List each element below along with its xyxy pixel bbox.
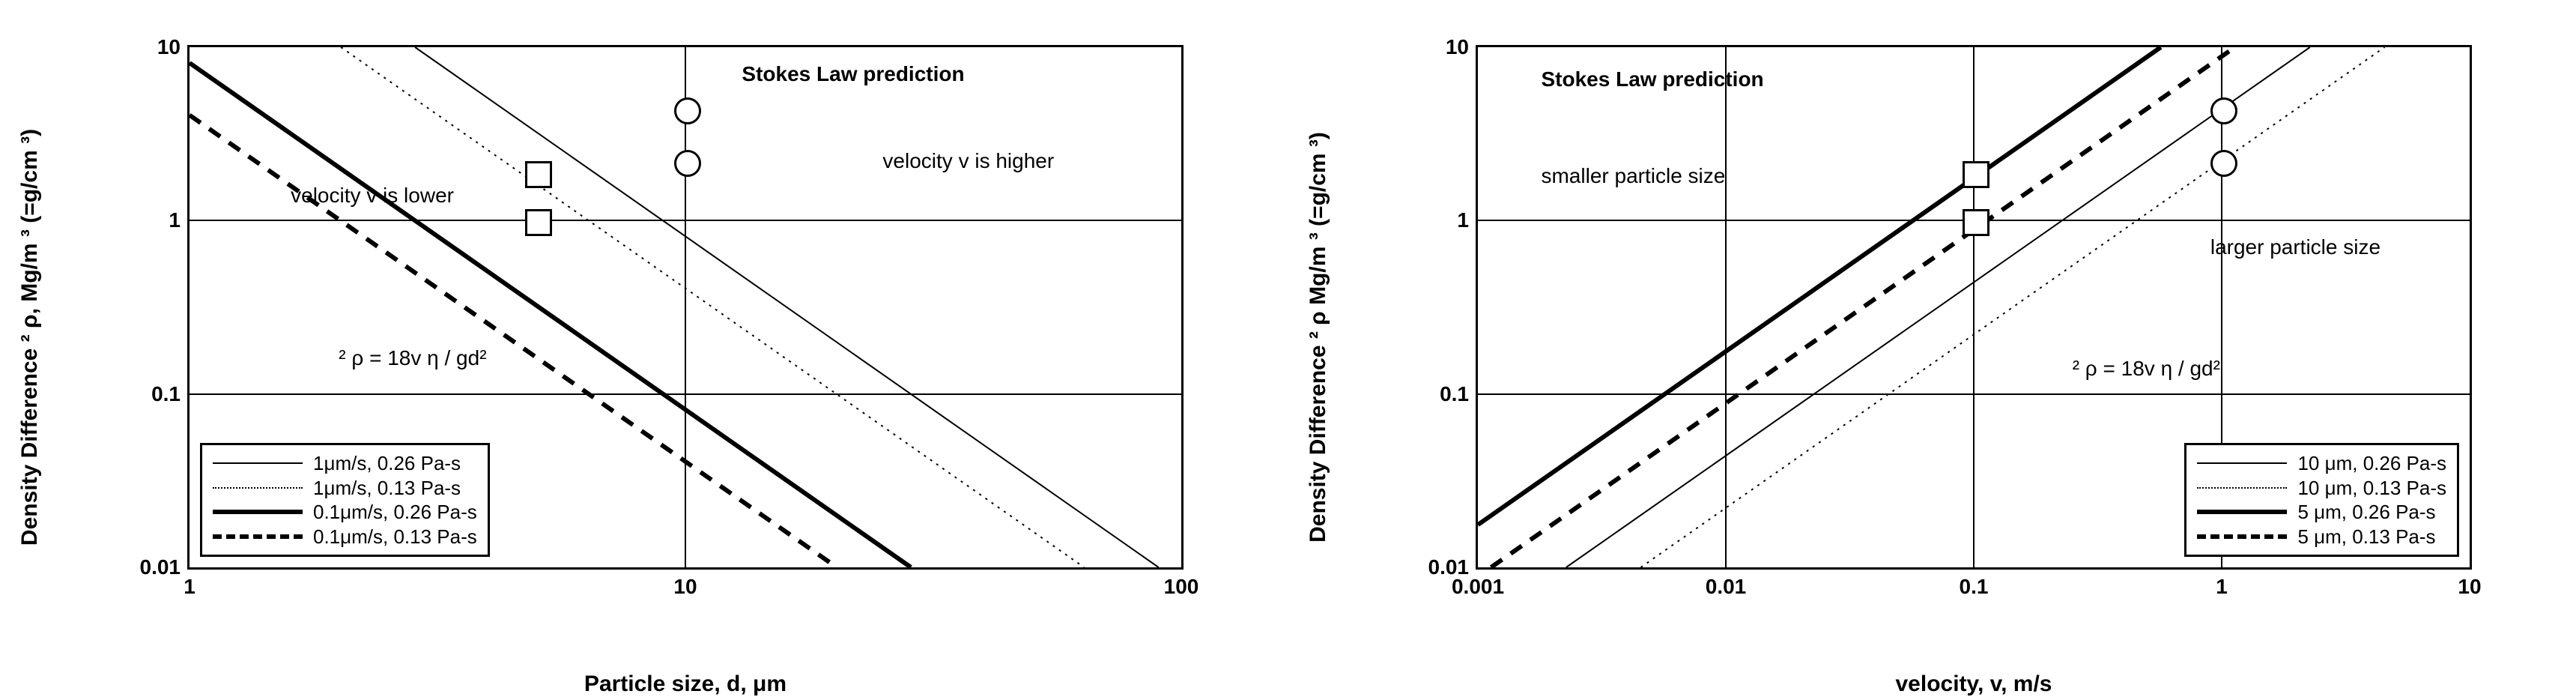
y-tick-label: 0.01: [1428, 555, 1470, 579]
marker-square: [1963, 161, 1989, 188]
chart-annotation: velocity v is lower: [291, 184, 454, 208]
legend-item: 1μm/s, 0.26 Pa-s: [213, 451, 477, 476]
x-axis-label: Particle size, d, μm: [584, 672, 787, 697]
chart-left-panel: Density Difference ² ρ, Mg/m ³ (=g/cm ³)…: [60, 30, 1228, 645]
marker-square: [1963, 209, 1989, 236]
legend-item: 0.1μm/s, 0.26 Pa-s: [213, 500, 477, 525]
legend-label: 10 μm, 0.26 Pa-s: [2297, 451, 2446, 476]
chart-annotation: larger particle size: [2210, 235, 2380, 259]
series-line: [1478, 47, 2161, 525]
legend-label: 1μm/s, 0.13 Pa-s: [313, 476, 461, 501]
legend-item: 5 μm, 0.26 Pa-s: [2197, 500, 2446, 525]
chart-right-panel: Density Difference ² ρ Mg/m ³ (=g/cm ³) …: [1348, 30, 2517, 645]
legend-item: 1μm/s, 0.13 Pa-s: [213, 476, 477, 501]
plot-area-right: 0.0010.010.11100.010.1110Stokes Law pred…: [1476, 45, 2472, 570]
legend-label: 5 μm, 0.26 Pa-s: [2297, 500, 2435, 525]
legend-label: 10 μm, 0.13 Pa-s: [2297, 476, 2446, 501]
chart-annotation: Stokes Law prediction: [1541, 67, 1763, 91]
y-tick-label: 10: [1446, 35, 1469, 59]
marker-circle: [674, 150, 701, 177]
y-tick-label: 10: [157, 35, 181, 59]
grid-vertical: [1973, 47, 1975, 567]
x-tick-label: 10: [2458, 575, 2481, 599]
chart-annotation: smaller particle size: [1541, 164, 1725, 188]
legend-item: 10 μm, 0.26 Pa-s: [2197, 451, 2446, 476]
legend-swatch: [2197, 462, 2287, 464]
y-tick-label: 0.01: [140, 555, 181, 579]
x-tick-label: 1: [2216, 575, 2228, 599]
legend-item: 0.1μm/s, 0.13 Pa-s: [213, 525, 477, 549]
chart-annotation: Stokes Law prediction: [742, 62, 964, 86]
legend-swatch: [213, 510, 303, 514]
legend-swatch: [213, 462, 303, 464]
series-line: [1491, 47, 2235, 567]
x-axis-label: velocity, v, m/s: [1896, 672, 2052, 697]
y-axis-label: Density Difference ² ρ, Mg/m ³ (=g/cm ³): [17, 129, 43, 546]
legend-item: 5 μm, 0.13 Pa-s: [2197, 525, 2446, 549]
legend-swatch: [213, 487, 303, 489]
plot-area-left: 1101000.010.1110Stokes Law predictionvel…: [187, 45, 1184, 570]
legend-swatch: [2197, 510, 2287, 514]
legend-swatch: [213, 534, 303, 539]
grid-horizontal: [190, 393, 1181, 395]
x-tick-label: 100: [1164, 575, 1199, 599]
grid-vertical: [685, 47, 686, 567]
marker-square: [525, 209, 552, 236]
x-tick-label: 1: [184, 575, 196, 599]
y-tick-label: 1: [169, 208, 181, 232]
legend-swatch: [2197, 487, 2287, 489]
y-tick-label: 0.1: [151, 382, 181, 406]
y-tick-label: 0.1: [1440, 382, 1469, 406]
marker-circle: [2210, 150, 2237, 177]
chart-annotation: velocity v is higher: [882, 149, 1054, 173]
legend-label: 0.1μm/s, 0.13 Pa-s: [313, 525, 477, 549]
legend-item: 10 μm, 0.13 Pa-s: [2197, 476, 2446, 501]
legend-box: 1μm/s, 0.26 Pa-s1μm/s, 0.13 Pa-s0.1μm/s,…: [200, 443, 490, 557]
legend-label: 1μm/s, 0.26 Pa-s: [313, 451, 461, 476]
legend-label: 0.1μm/s, 0.26 Pa-s: [313, 500, 477, 525]
grid-horizontal: [1478, 393, 2470, 395]
legend-swatch: [2197, 534, 2287, 539]
chart-annotation: ² ρ = 18v η / gd²: [339, 346, 486, 370]
y-tick-label: 1: [1457, 208, 1469, 232]
legend-label: 5 μm, 0.13 Pa-s: [2297, 525, 2435, 549]
canvas: Density Difference ² ρ, Mg/m ³ (=g/cm ³)…: [0, 0, 2576, 690]
y-axis-label: Density Difference ² ρ Mg/m ³ (=g/cm ³): [1306, 132, 1331, 543]
legend-box: 10 μm, 0.26 Pa-s10 μm, 0.13 Pa-s5 μm, 0.…: [2184, 443, 2459, 557]
chart-annotation: ² ρ = 18v η / gd²: [2073, 357, 2220, 381]
marker-square: [525, 161, 552, 188]
x-tick-label: 0.01: [1706, 575, 1747, 599]
series-line: [415, 47, 1159, 567]
x-tick-label: 10: [673, 575, 697, 599]
x-tick-label: 0.1: [1960, 575, 1989, 599]
grid-vertical: [1725, 47, 1727, 567]
grid-horizontal: [190, 220, 1181, 221]
